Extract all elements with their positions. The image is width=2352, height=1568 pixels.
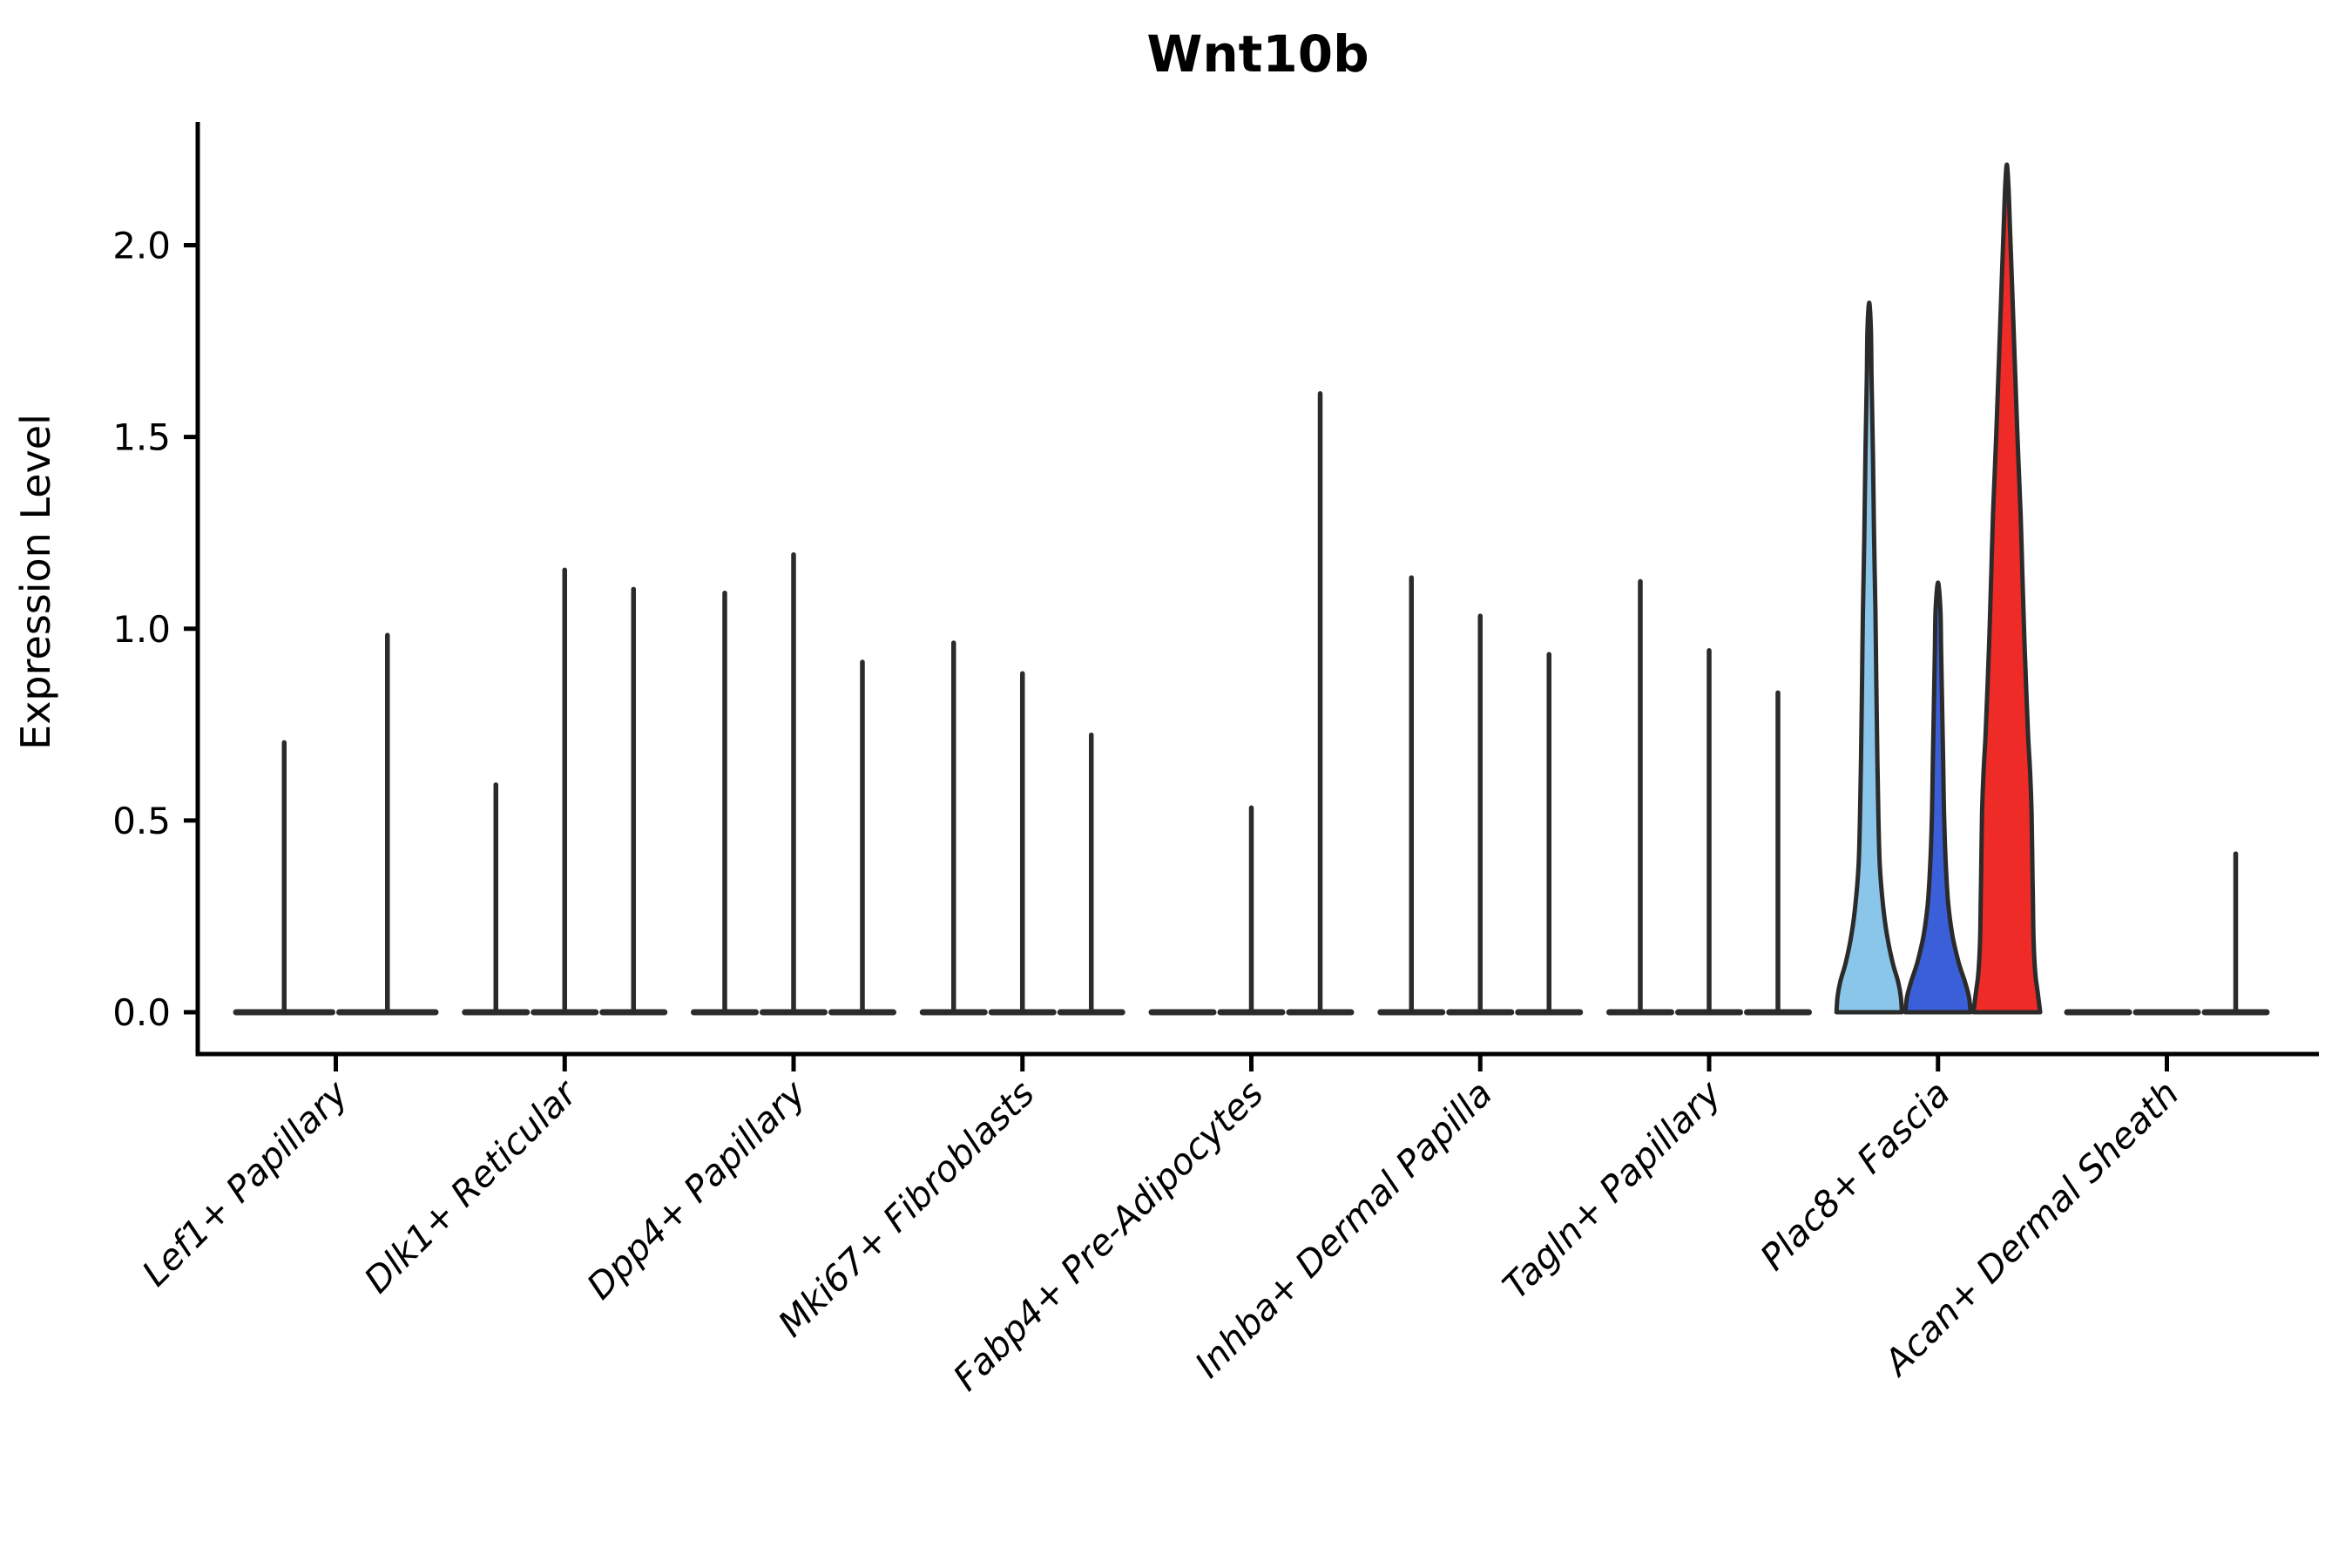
x-tick-label: Lef1+ Papillary xyxy=(134,1072,356,1294)
y-tick-label: 1.5 xyxy=(112,416,171,459)
y-axis-label: Expression Level xyxy=(12,414,59,750)
y-tick-label: 0.5 xyxy=(112,800,171,842)
violin-shape xyxy=(1970,162,2043,1015)
axes-layer xyxy=(195,122,2319,1071)
y-tick-label: 0.0 xyxy=(112,991,171,1034)
y-tick-label: 1.0 xyxy=(112,608,171,651)
violins-layer xyxy=(233,162,2270,1016)
chart-title: Wnt10b xyxy=(1146,24,1369,84)
y-axis-ticks: 0.0 0.5 1.0 1.5 2.0 xyxy=(112,225,198,1034)
x-tick-label: Plac8+ Fascia xyxy=(1752,1072,1957,1278)
y-tick-label: 2.0 xyxy=(112,225,171,267)
x-tick-label: Dlk1+ Reticular xyxy=(356,1071,586,1301)
x-tick-label: Tagln+ Papillary xyxy=(1495,1072,1730,1308)
x-tick-label: Mki67+ Fibroblasts xyxy=(770,1072,1043,1345)
violin-shape xyxy=(1834,301,1904,1015)
violin-shape xyxy=(1903,580,1973,1015)
x-tick-label: Dpp4+ Papillary xyxy=(578,1072,814,1308)
